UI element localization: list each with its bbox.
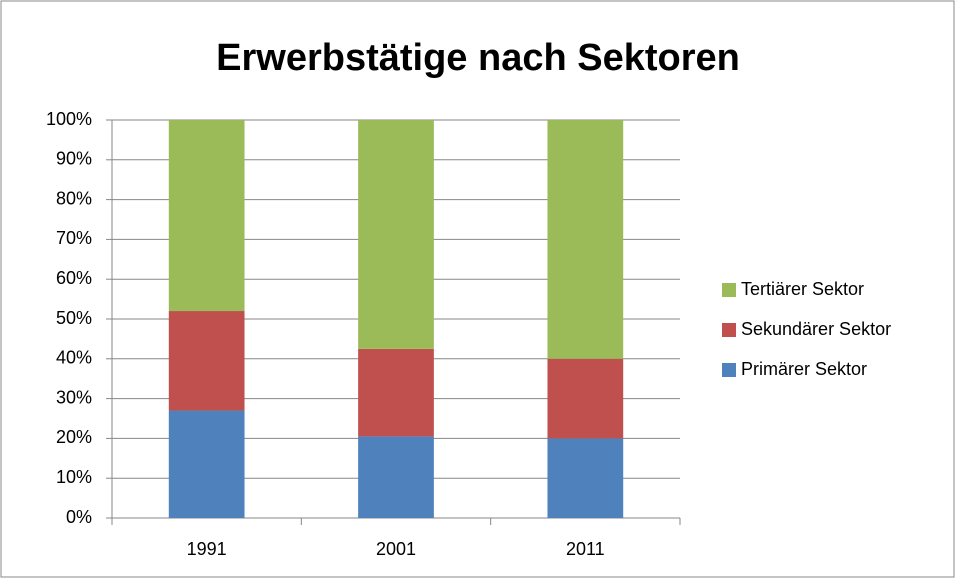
x-tick-label: 2011 [566, 539, 605, 559]
y-tick-label: 20% [56, 427, 92, 447]
legend-label: Sekundärer Sektor [741, 319, 891, 339]
legend-swatch [722, 363, 736, 377]
x-tick-label: 2001 [376, 539, 416, 559]
y-tick-label: 50% [56, 308, 92, 328]
bar-segment [547, 438, 624, 518]
y-tick-label: 90% [56, 149, 92, 169]
bar-segment [547, 358, 624, 439]
y-tick-label: 60% [56, 268, 92, 288]
y-tick-label: 80% [56, 188, 92, 208]
y-tick-label: 100% [46, 109, 92, 129]
legend-label: Primärer Sektor [741, 359, 867, 379]
y-tick-label: 30% [56, 387, 92, 407]
bar-segment [168, 410, 245, 518]
bar-segment [547, 120, 624, 359]
bar-segment [358, 436, 434, 518]
chart-title: Erwerbstätige nach Sektoren [216, 37, 740, 79]
bar-segment [358, 120, 434, 349]
legend-swatch [722, 283, 736, 297]
y-tick-label: 10% [56, 467, 92, 487]
y-tick-label: 0% [66, 507, 92, 527]
bar-segment [168, 311, 245, 411]
bar-segment [168, 120, 245, 312]
legend-label: Tertiärer Sektor [741, 279, 864, 299]
y-tick-label: 70% [56, 228, 92, 248]
bar-segment [358, 348, 434, 437]
y-tick-label: 40% [56, 348, 92, 368]
legend-swatch [722, 323, 736, 337]
x-tick-label: 1991 [187, 539, 227, 559]
